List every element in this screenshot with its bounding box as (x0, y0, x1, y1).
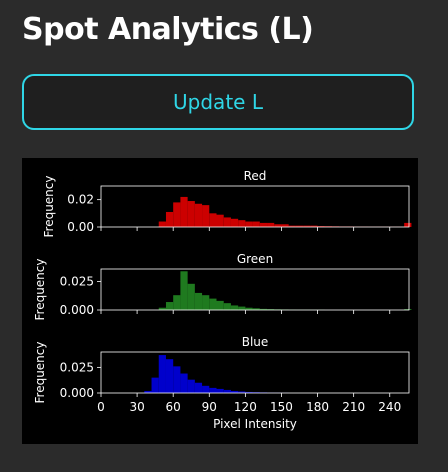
xtick-label: 180 (306, 400, 329, 414)
green-histogram-bar (267, 309, 275, 310)
xtick-label: 60 (166, 400, 181, 414)
green-histogram-bar (245, 307, 253, 310)
red-panel-title: Red (244, 169, 267, 183)
blue-histogram-bar (194, 382, 203, 393)
red-axes-frame (100, 185, 410, 228)
blue-histogram-bar (209, 387, 217, 394)
red-histogram-bar (158, 221, 166, 227)
blue-histogram-bar (158, 355, 166, 393)
green-histogram-bar (238, 306, 246, 310)
red-histogram-bar (187, 201, 195, 227)
green-axes-frame (100, 268, 410, 311)
blue-axes-frame (100, 351, 410, 394)
red-histogram-bar (252, 221, 260, 227)
blue-histogram-bar (238, 391, 246, 393)
green-panel-title: Green (237, 252, 273, 266)
red-histogram-bar (209, 213, 217, 227)
red-histogram-bar (288, 225, 296, 227)
red-histogram-bar (180, 196, 188, 227)
green-histogram-bar (180, 271, 188, 310)
green-histogram-bar (209, 298, 217, 310)
red-histogram-bar (216, 214, 224, 227)
red-histogram-bar (317, 226, 325, 227)
histogram-figure: Red 0.00 0.02 Frequency Green 0.000 0.025 Frequ… (22, 158, 418, 444)
green-histogram-bar (187, 283, 195, 310)
blue-histogram-bar (165, 359, 174, 393)
green-histogram-bar (158, 307, 166, 310)
green-histogram-bar (165, 302, 174, 310)
blue-histogram-bar (173, 366, 181, 393)
green-ylabel: Frequency (33, 259, 47, 321)
red-ytick-label: 0.02 (67, 193, 94, 207)
green-histogram-bar (202, 295, 210, 310)
red-histogram-bar (223, 217, 231, 227)
red-histogram-bar (165, 211, 174, 227)
xtick-label: 90 (202, 400, 217, 414)
x-axis-label: Pixel Intensity (213, 417, 297, 431)
green-histogram-bar (194, 292, 203, 310)
red-histogram-bar (310, 225, 318, 227)
blue-histogram-bar (252, 392, 260, 393)
blue-ylabel: Frequency (33, 342, 47, 404)
red-histogram-bar (303, 225, 311, 227)
red-histogram-bar (245, 221, 253, 227)
blue-histogram-bar (230, 390, 239, 393)
blue-histogram-bar (151, 377, 159, 394)
red-histogram-bar (173, 202, 181, 227)
green-histogram-bar (216, 300, 224, 310)
blue-histogram-bar (216, 388, 224, 393)
xtick-label: 210 (342, 400, 365, 414)
xtick-label: 150 (270, 400, 293, 414)
green-histogram-bar (259, 308, 268, 310)
red-ylabel: Frequency (42, 176, 56, 238)
blue-panel-title: Blue (242, 335, 269, 349)
red-histogram-bar (324, 226, 332, 227)
blue-histogram-bar (144, 390, 152, 393)
blue-histogram-bar (202, 385, 210, 393)
red-histogram-bar (295, 225, 304, 227)
red-ytick-label: 0.00 (67, 220, 94, 234)
blue-histogram-bar (245, 391, 253, 393)
green-histogram-bar (252, 308, 260, 310)
xtick-label: 0 (97, 400, 105, 414)
red-histogram-bar (238, 220, 246, 227)
green-histogram-bar (173, 295, 181, 310)
blue-ytick-label: 0.000 (60, 386, 94, 400)
green-ytick-label: 0.000 (60, 303, 94, 317)
green-histogram-bar (404, 309, 412, 310)
blue-histogram-bar (187, 379, 195, 393)
xtick-label: 120 (234, 400, 257, 414)
red-histogram-bar (202, 205, 210, 227)
red-histogram-bar (259, 222, 268, 227)
blue-histogram-bar (180, 373, 188, 393)
green-histogram-bar (230, 305, 239, 310)
update-button[interactable]: Update L (22, 74, 414, 130)
histogram-svg: Red 0.00 0.02 Frequency Green 0.000 0.025 Frequ… (33, 169, 412, 431)
red-histogram-bar (274, 224, 282, 227)
green-histogram-bar (223, 303, 231, 310)
xtick-label: 240 (378, 400, 401, 414)
blue-ytick-label: 0.025 (60, 360, 94, 374)
red-histogram-bar (194, 203, 203, 227)
red-histogram-bar (404, 222, 412, 227)
red-histogram-bar (281, 224, 289, 227)
page-title: Spot Analytics (L) (22, 12, 314, 47)
red-histogram-bar (230, 218, 239, 227)
green-ytick-label: 0.025 (60, 275, 94, 289)
blue-histogram-bar (223, 389, 231, 393)
red-histogram-bar (267, 222, 275, 227)
xtick-label: 30 (129, 400, 144, 414)
